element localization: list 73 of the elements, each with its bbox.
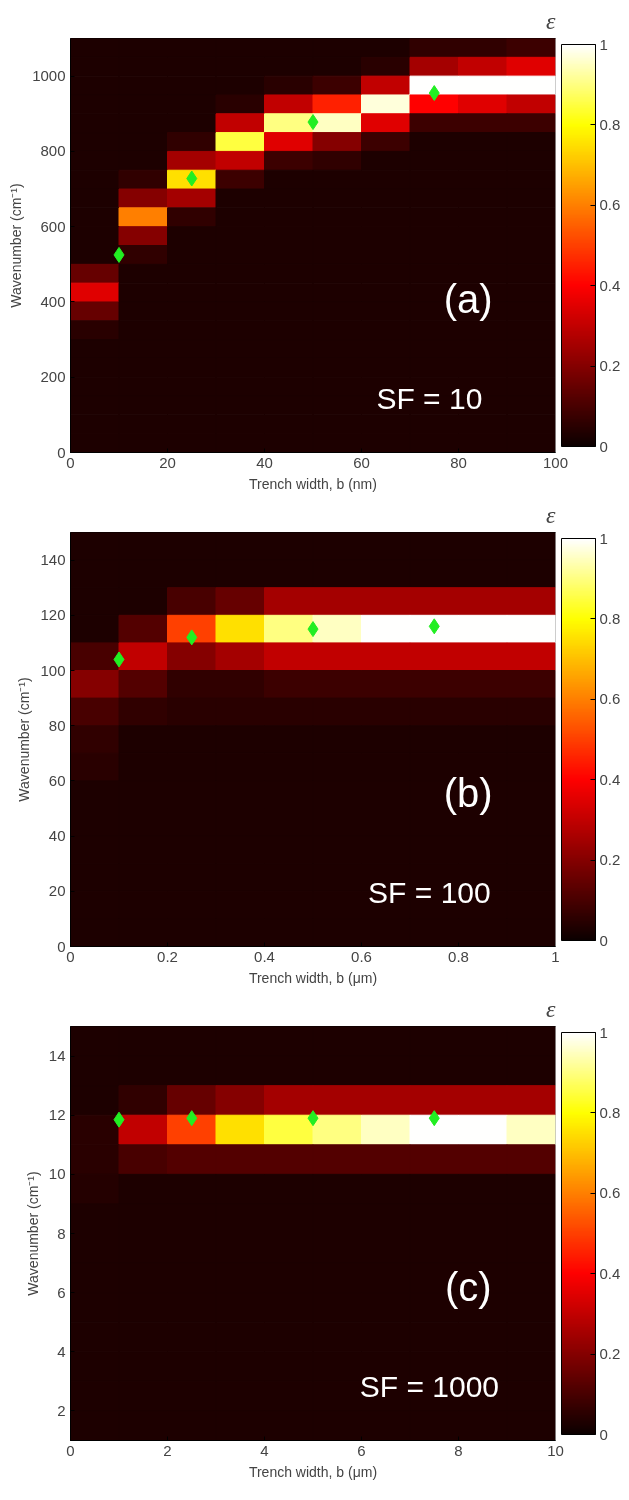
- x-tick-label: 0.6: [351, 947, 372, 965]
- x-tick-label: 60: [353, 453, 370, 471]
- x-tick-label: 80: [450, 453, 467, 471]
- color-bar-label: 0.2: [599, 851, 621, 869]
- y-tick-label: 1000: [32, 67, 66, 85]
- color-bar-label: 0.4: [599, 1264, 621, 1282]
- y-tick-label: 40: [48, 827, 66, 845]
- point: [307, 621, 319, 638]
- color-bar-label: 0.4: [599, 770, 621, 788]
- y-axis-title: Wavenumber (cm⁻¹): [8, 183, 25, 308]
- y-tick-label: 100: [40, 661, 66, 679]
- color-bar-label: 0.6: [599, 690, 621, 708]
- y-tick-label: 12: [48, 1106, 66, 1124]
- y-tick-label: 120: [40, 606, 66, 624]
- y-tick-label: 200: [40, 368, 66, 386]
- color-bar-title: ε: [546, 501, 557, 528]
- x-tick-label: 4: [260, 1441, 269, 1459]
- color-bar-title: ε: [546, 7, 557, 34]
- x-axis-title: Trench width, b (nm): [249, 475, 377, 492]
- color-bar-label: 0.8: [599, 609, 621, 627]
- color-bar-label: 0.2: [599, 357, 621, 375]
- color-bar-label: 0.6: [599, 1184, 621, 1202]
- x-tick-label: 8: [454, 1441, 463, 1459]
- y-tick-label: 800: [40, 142, 66, 160]
- color-bar-label: 0: [599, 1425, 608, 1443]
- y-tick-label: 10: [48, 1165, 66, 1183]
- x-tick-label: 6: [357, 1441, 366, 1459]
- color-bar-label: 0: [599, 931, 608, 949]
- color-bar-title: ε: [546, 995, 557, 1022]
- y-axis-title: Wavenumber (cm⁻¹): [24, 1171, 41, 1296]
- y-tick-label: 400: [40, 292, 66, 310]
- point: [186, 629, 198, 646]
- point: [113, 246, 125, 263]
- annotation: SF = 10: [376, 382, 483, 416]
- x-tick-label: 0.4: [254, 947, 275, 965]
- annotation: SF = 1000: [359, 1370, 500, 1404]
- x-axis-title: Trench width, b (μm): [248, 1463, 378, 1480]
- x-tick-label: 0.2: [157, 947, 178, 965]
- color-bar-label: 1: [599, 529, 608, 547]
- x-tick-label: 0.8: [448, 947, 469, 965]
- color-bar-label: 0.6: [599, 196, 621, 214]
- x-tick-label: 10: [547, 1441, 564, 1459]
- y-tick-label: 2: [57, 1401, 66, 1419]
- y-tick-label: 14: [48, 1047, 66, 1065]
- y-tick-label: 4: [57, 1342, 66, 1360]
- y-tick-label: 6: [57, 1283, 66, 1301]
- y-tick-label: 20: [48, 882, 66, 900]
- color-bar-label: 1: [599, 35, 608, 53]
- annotation: (c): [444, 1265, 492, 1310]
- color-bar-label: 0.8: [599, 115, 621, 133]
- y-tick-label: 8: [57, 1224, 66, 1242]
- annotation: (b): [443, 771, 493, 816]
- y-tick-label: 80: [48, 716, 66, 734]
- y-axis-title: Wavenumber (cm⁻¹): [16, 677, 33, 802]
- color-bar-label: 0.4: [599, 276, 621, 294]
- x-axis-title: Trench width, b (μm): [248, 969, 378, 986]
- x-tick-label: 40: [256, 453, 273, 471]
- x-tick-label: 1: [551, 947, 560, 965]
- y-tick-label: 60: [48, 771, 66, 789]
- color-bar-label: 1: [599, 1023, 608, 1041]
- point: [307, 114, 319, 131]
- x-tick-label: 20: [159, 453, 176, 471]
- color-bar-label: 0.8: [599, 1103, 621, 1121]
- y-tick-label: 140: [40, 551, 66, 569]
- y-tick-label: 600: [40, 217, 66, 235]
- annotation: (a): [443, 277, 493, 322]
- annotation: SF = 100: [368, 876, 491, 910]
- color-bar-label: 0: [599, 437, 608, 455]
- color-bar-label: 0.2: [599, 1345, 621, 1363]
- x-tick-label: 2: [163, 1441, 172, 1459]
- point: [428, 618, 440, 635]
- point: [113, 651, 125, 668]
- x-tick-label: 100: [542, 453, 569, 471]
